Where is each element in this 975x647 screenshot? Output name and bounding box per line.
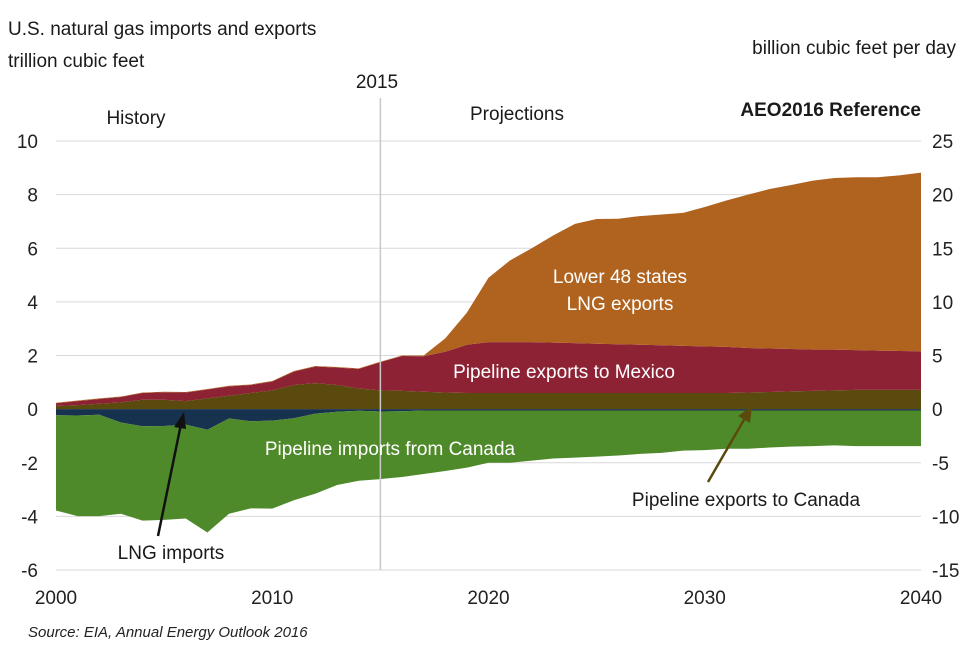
right-tick-label: -5	[932, 454, 949, 475]
x-tick-label: 2030	[684, 588, 726, 609]
canada-imports-label: Pipeline imports from Canada	[265, 439, 516, 460]
lng-exports-label-line2: LNG exports	[567, 294, 674, 315]
chart-title: U.S. natural gas imports and exports	[8, 19, 316, 40]
canada-exports-label: Pipeline exports to Canada	[632, 490, 861, 511]
scenario-label: AEO2016 Reference	[740, 100, 921, 121]
right-axis-unit: billion cubic feet per day	[752, 38, 956, 59]
canada-exports-arrow	[706, 406, 752, 483]
area-pipeline-imports-from-canada	[56, 410, 921, 533]
area-pipeline-exports-to-canada	[56, 383, 921, 410]
x-tick-label: 2040	[900, 588, 942, 609]
area-lower-48-states-lng-exports	[56, 172, 921, 404]
area-pipeline-exports-to-mexico	[56, 342, 921, 406]
x-axis-ticks: 2000 2010 2020 2030 2040	[35, 588, 942, 609]
left-tick-label: -4	[21, 507, 38, 528]
divider-year-label: 2015	[356, 72, 398, 93]
left-axis-unit: trillion cubic feet	[8, 51, 145, 72]
x-tick-label: 2020	[467, 588, 509, 609]
source-note: Source: EIA, Annual Energy Outlook 2016	[28, 624, 308, 641]
right-tick-label: 20	[932, 186, 953, 207]
right-tick-label: 15	[932, 239, 953, 260]
left-tick-label: 4	[27, 293, 38, 314]
left-axis-ticks: -6 -4 -2 0 2 4 6 8 10	[17, 132, 39, 582]
right-tick-label: 0	[932, 400, 943, 421]
projections-label: Projections	[470, 104, 564, 125]
right-tick-label: -10	[932, 507, 959, 528]
area-lng-imports	[56, 409, 921, 430]
history-label: History	[106, 108, 166, 129]
right-tick-label: 5	[932, 347, 943, 368]
left-tick-label: 6	[27, 239, 38, 260]
right-tick-label: 25	[932, 132, 953, 153]
left-tick-label: 0	[27, 400, 38, 421]
right-axis-ticks: -15 -10 -5 0 5 10 15 20 25	[932, 132, 959, 582]
right-tick-label: -15	[932, 561, 959, 582]
right-tick-label: 10	[932, 293, 953, 314]
left-tick-label: -6	[21, 561, 38, 582]
left-tick-label: -2	[21, 454, 38, 475]
left-tick-label: 2	[27, 347, 38, 368]
area-series	[56, 172, 921, 533]
x-tick-label: 2000	[35, 588, 77, 609]
lng-exports-label-line1: Lower 48 states	[553, 267, 687, 288]
lng-imports-arrow	[156, 412, 186, 537]
left-tick-label: 10	[17, 132, 38, 153]
lng-imports-label: LNG imports	[118, 543, 225, 564]
left-tick-label: 8	[27, 186, 38, 207]
x-tick-label: 2010	[251, 588, 293, 609]
mexico-exports-label: Pipeline exports to Mexico	[453, 362, 675, 383]
